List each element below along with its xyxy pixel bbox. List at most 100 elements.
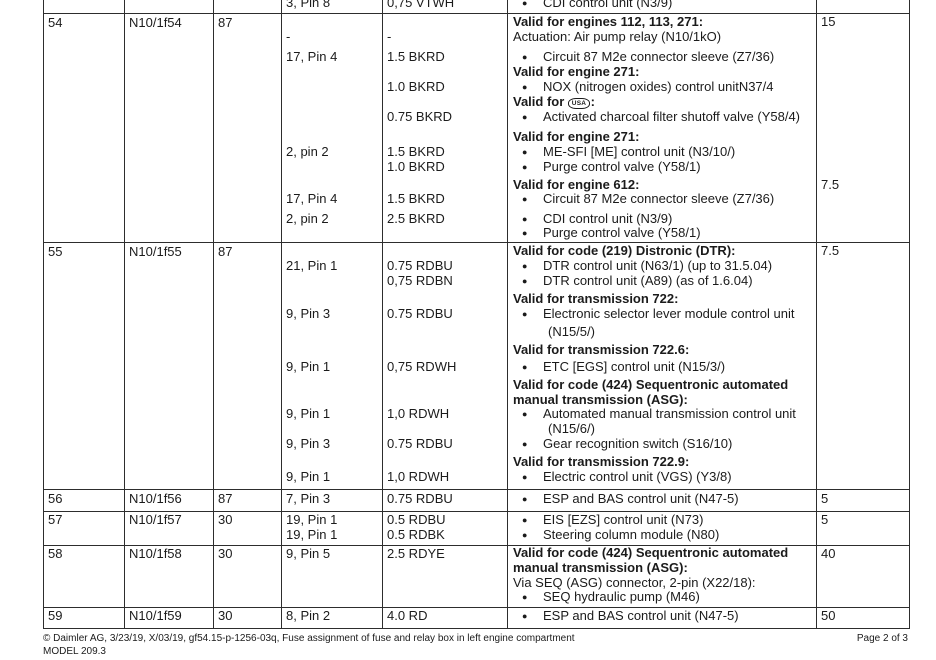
wire-line: 1.5 BKRD <box>387 191 445 206</box>
connector-pin-cell: 21, Pin 1 9, Pin 3 9, Pin 1 9, Pin 1 9, … <box>282 243 383 489</box>
bullet-icon: ● <box>522 611 528 621</box>
terminal-cell: 87 <box>214 243 282 489</box>
component-cell: N10/1f55 <box>125 243 214 489</box>
component-cell: N10/1f58 <box>125 546 214 607</box>
consumer-cell: Valid for code (424) Sequentronic automa… <box>508 546 817 607</box>
desc-text: DTR control unit (N63/1) (up to 31.5.04) <box>543 258 773 273</box>
desc-continuation: (N15/6/) <box>548 421 595 436</box>
desc-text: Circuit 87 M2e connector sleeve (Z7/36) <box>543 49 775 64</box>
bullet-icon: ● <box>522 228 528 238</box>
bullet-icon: ● <box>522 472 528 482</box>
pin-line: 9, Pin 1 <box>286 359 331 374</box>
bullet-icon: ● <box>522 515 528 525</box>
pin-line: 8, Pin 2 <box>286 608 331 623</box>
amperage-value: 15 <box>821 14 836 29</box>
bullet-icon: ● <box>522 82 528 92</box>
wire-cell: 0.75 RDBU 0,75 RDBN 0.75 RDBU 0,75 RDWH … <box>383 243 508 489</box>
table-row-57: 57 N10/1f57 30 19, Pin 1 19, Pin 1 0.5 R… <box>44 512 909 546</box>
bullet-icon: ● <box>522 530 528 540</box>
amperage-cell: 50 <box>817 608 909 628</box>
desc-text: ME-SFI [ME] control unit (N3/10/) <box>543 144 736 159</box>
desc-text: CDI control unit (N3/9) <box>543 0 673 10</box>
desc-line: ● Electronic selector lever module contro… <box>513 307 794 321</box>
header-text: Valid for <box>513 94 565 109</box>
wire-line: 0,75 RDBN <box>387 273 453 288</box>
bullet-icon: ● <box>522 439 528 449</box>
terminal-cell: 87 <box>214 490 282 511</box>
wire-line: 0.75 RDBU <box>387 258 453 273</box>
fuse-number-cell: 59 <box>44 608 125 628</box>
desc-line: ● Circuit 87 M2e connector sleeve (Z7/36) <box>513 192 774 206</box>
fuse-number: 57 <box>48 512 63 527</box>
terminal-number: 87 <box>218 15 233 30</box>
table-row-54: 54 N10/1f54 87 - 17, Pin 4 2, pin 2 17, … <box>44 14 909 243</box>
bullet-icon: ● <box>522 592 528 602</box>
desc-line: ● Gear recognition switch (S16/10) <box>513 437 732 451</box>
fuse-assignment-table: 3, Pin 8 0,75 VTWH ● CDI control unit (N3… <box>43 0 910 629</box>
wire-line: - <box>387 29 392 44</box>
pin-line: 17, Pin 4 <box>286 49 338 64</box>
table-row-56: 56 N10/1f56 87 7, Pin 3 0.75 RDBU ● ESP a… <box>44 490 909 512</box>
desc-line: ● NOX (nitrogen oxides) control unitN37/4 <box>513 80 774 94</box>
desc-line: ● ME-SFI [ME] control unit (N3/10/) <box>513 145 735 159</box>
section-header: Valid for engine 612: <box>513 177 640 192</box>
desc-text: ESP and BAS control unit (N47-5) <box>543 491 739 506</box>
desc-line: ● DTR control unit (N63/1) (up to 31.5.04… <box>513 259 772 273</box>
connector-pin-cell: 19, Pin 1 19, Pin 1 <box>282 512 383 545</box>
desc-line: ● Circuit 87 M2e connector sleeve (Z7/36) <box>513 50 774 64</box>
bullet-icon: ● <box>522 162 528 172</box>
wire-cell: 0.5 RDBU 0.5 RDBK <box>383 512 508 545</box>
desc-continuation: (N15/5/) <box>548 324 595 339</box>
amperage-cell: 5 <box>817 512 909 545</box>
header-text: : <box>590 94 595 109</box>
table-row-59: 59 N10/1f59 30 8, Pin 2 4.0 RD ● ESP and … <box>44 608 909 629</box>
amperage-cell <box>817 0 909 13</box>
pin-line: 2, pin 2 <box>286 211 329 226</box>
desc-text: NOX (nitrogen oxides) control unitN37/4 <box>543 79 774 94</box>
desc-text: ETC [EGS] control unit (N15/3/) <box>543 359 726 374</box>
desc-line: ● Purge control valve (Y58/1) <box>513 226 701 240</box>
desc-line: ● Activated charcoal filter shutoff valve… <box>513 110 800 124</box>
terminal-number: 30 <box>218 608 233 623</box>
desc-text: Electronic selector lever module control… <box>543 306 795 321</box>
terminal-cell: 30 <box>214 608 282 628</box>
wire-line: 0.5 RDBU <box>387 512 446 527</box>
wire-line: 0,75 VTWH <box>387 0 455 10</box>
pin-line: 17, Pin 4 <box>286 191 338 206</box>
section-header: Valid for engines 112, 113, 271: <box>513 14 704 29</box>
desc-text: CDI control unit (N3/9) <box>543 211 673 226</box>
amperage-value: 7.5 <box>821 243 840 258</box>
amperage-value: 50 <box>821 608 836 623</box>
amperage-value: 7.5 <box>821 177 840 192</box>
bullet-icon: ● <box>522 214 528 224</box>
page-indicator: Page 2 of 3 <box>856 633 908 644</box>
bullet-icon: ● <box>522 309 528 319</box>
wire-line: 2.5 BKRD <box>387 211 445 226</box>
desc-line: Via SEQ (ASG) connector, 2-pin (X22/18): <box>513 575 756 590</box>
component-cell: N10/1f54 <box>125 14 214 242</box>
wire-cell: - 1.5 BKRD 1.0 BKRD 0.75 BKRD 1.5 BKRD 1… <box>383 14 508 242</box>
wire-line: 0.75 BKRD <box>387 109 453 124</box>
bullet-icon: ● <box>522 147 528 157</box>
desc-line: Actuation: Air pump relay (N10/1kO) <box>513 29 722 44</box>
desc-text: DTR control unit (A89) (as of 1.6.04) <box>543 273 753 288</box>
wire-line: 1.0 BKRD <box>387 159 445 174</box>
wire-line: 1,0 RDWH <box>387 469 450 484</box>
pin-line: 7, Pin 3 <box>286 491 331 506</box>
amperage-cell: 15 7.5 <box>817 14 909 242</box>
bullet-icon: ● <box>522 261 528 271</box>
amperage-value: 40 <box>821 546 836 561</box>
pin-line: 9, Pin 1 <box>286 406 331 421</box>
amperage-value: 5 <box>821 512 829 527</box>
component-id: N10/1f54 <box>129 15 182 30</box>
footer-copyright: © Daimler AG, 3/23/19, X/03/19, gf54.15-… <box>43 633 575 644</box>
bullet-icon: ● <box>522 276 528 286</box>
fuse-number: 58 <box>48 546 63 561</box>
wire-line: 1.5 BKRD <box>387 144 445 159</box>
component-cell <box>125 0 214 13</box>
pin-line: 19, Pin 1 <box>286 527 338 542</box>
connector-pin-cell: 7, Pin 3 <box>282 490 383 511</box>
desc-line: ● ESP and BAS control unit (N47-5) <box>513 492 739 506</box>
component-id: N10/1f55 <box>129 244 182 259</box>
terminal-number: 87 <box>218 491 233 506</box>
